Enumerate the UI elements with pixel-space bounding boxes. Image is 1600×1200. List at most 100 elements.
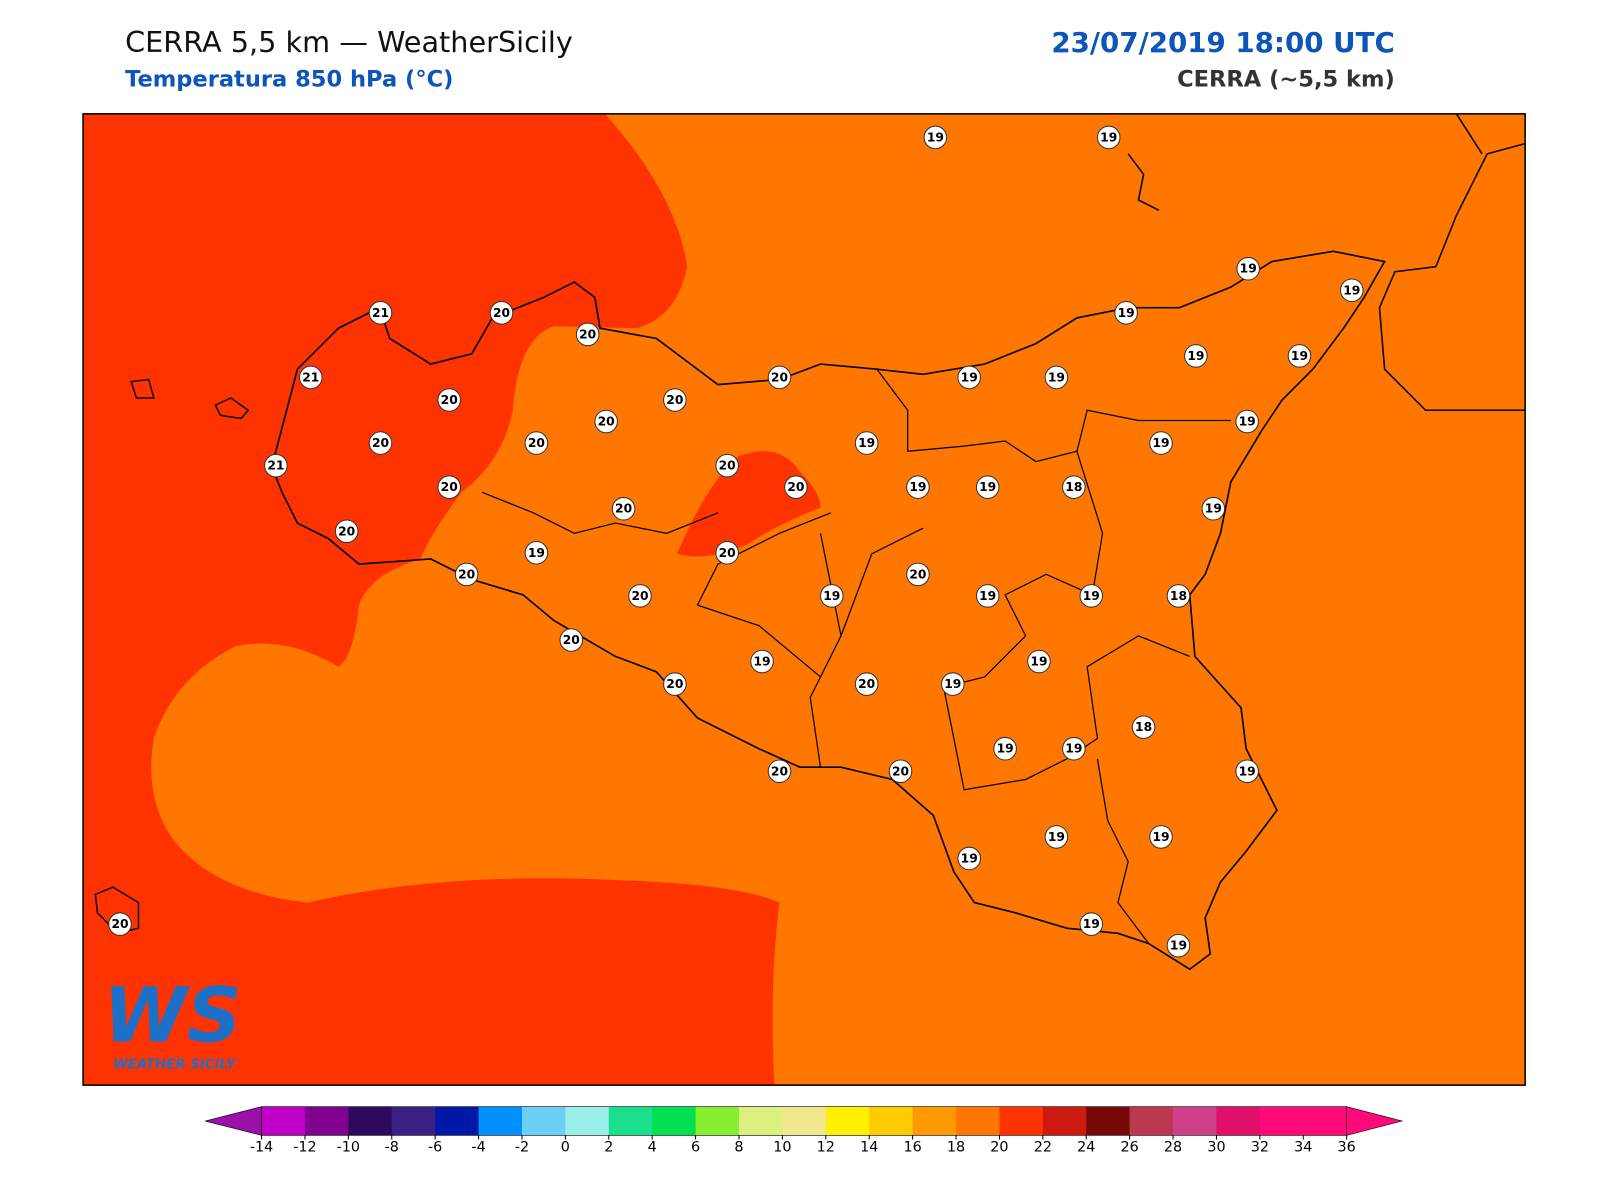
colorbar-frame [261,1106,1347,1136]
station-marker [1044,825,1069,849]
colorbar-bin [391,1106,436,1136]
station-value: 19 [1291,349,1308,363]
colorbar-tick-label: 14 [860,1140,878,1156]
colorbar-bin [435,1106,480,1136]
station-marker [1096,125,1121,150]
model-label: CERRA (~5,5 km) [1177,67,1395,93]
colorbar-bin [1259,1106,1304,1136]
station-marker [663,388,687,412]
colorbar-extend-low [205,1106,262,1136]
colorbar-tick-label: 36 [1338,1140,1356,1156]
station-marker [750,649,774,674]
station-value: 18 [1065,480,1082,494]
station-marker [368,301,393,325]
colorbar-tick-label: -12 [293,1140,316,1156]
colorbar-bin [695,1106,740,1136]
station-value: 19 [1118,306,1135,320]
station-value: 20 [111,917,128,931]
station-marker [1149,825,1173,849]
colorbar-tick-label: 20 [990,1140,1008,1156]
station-value: 20 [666,677,683,691]
colorbar-tick-label: -6 [428,1140,442,1156]
station-marker [906,562,930,587]
colorbar-tick-label: 12 [817,1140,835,1156]
station-marker [663,672,687,696]
colorbar-bin [478,1106,523,1136]
station-marker [1201,496,1226,521]
coastline [1127,113,1483,211]
station-value: 21 [302,370,319,384]
station-value: 19 [997,742,1014,756]
colorbar: -14 -12 -10 -8 -6 -4 -2 0 2 4 6 8 10 12 14 16 18 20 22 24 26… [205,1106,1404,1156]
station-marker [1114,301,1138,325]
station-value: 19 [1100,130,1117,144]
station-marker [975,584,1000,608]
station-marker [489,301,514,325]
station-value: 20 [771,370,788,384]
logo-mark: WS [103,971,241,1059]
station-marker [715,453,739,478]
station-marker [559,628,584,652]
station-value: 19 [1239,764,1256,778]
station-value: 20 [771,764,788,778]
station-marker [1149,431,1173,455]
station-marker [1079,912,1104,936]
colorbar-bin [521,1106,566,1136]
colorbar-bin [652,1106,697,1136]
station-value: 20 [372,436,389,450]
station-marker [819,584,844,608]
station-value: 20 [528,436,545,450]
station-value: 19 [1030,655,1047,669]
colorbar-bin [261,1106,306,1136]
station-marker [1044,365,1069,390]
colorbar-tick-label: 32 [1251,1140,1269,1156]
station-value: 20 [719,546,736,560]
station-value: 19 [1343,283,1360,297]
station-value: 20 [598,415,615,429]
colorbar-bin [782,1106,827,1136]
colorbar-bin [608,1106,653,1136]
colorbar-extend-high [1346,1106,1404,1136]
station-marker [575,322,600,347]
station-marker [437,475,462,499]
colorbar-tick-label: 10 [773,1140,791,1156]
station-marker [854,672,879,696]
colorbar-bin [912,1106,957,1136]
station-marker [1166,584,1191,608]
coastline [1378,142,1526,412]
station-marker [368,431,393,455]
station-value: 19 [753,655,770,669]
station-value: 20 [666,393,683,407]
colorbar-bin [956,1106,1000,1136]
map-frame [82,113,1526,1086]
colorbar-bin [1303,1106,1348,1136]
colorbar-tick-label: -14 [250,1140,273,1156]
map [83,113,1526,1086]
station-value: 21 [372,306,389,320]
station-value: 20 [441,393,458,407]
station-value: 20 [338,524,355,538]
station-value: 19 [858,436,875,450]
station-marker [334,519,359,544]
station-marker [854,431,879,455]
colorbar-tick-label: 0 [561,1140,570,1156]
station-value: 20 [719,459,736,473]
colorbar-bin [1129,1106,1174,1136]
station-marker [715,541,739,565]
colorbar-tick-label: -4 [471,1140,485,1156]
station-value: 19 [979,480,996,494]
colorbar-bin [565,1106,610,1136]
station-value: 20 [441,480,458,494]
title: CERRA 5,5 km — WeatherSicily [125,25,573,59]
colorbar-bin [825,1106,870,1136]
station-marker [108,912,132,936]
station-value: 19 [961,851,978,865]
station-value: 19 [1083,589,1100,603]
logo-text: WEATHER SICILY [113,1058,237,1073]
colorbar-tick-label: 28 [1164,1140,1182,1156]
station-layer: 19 19 19 19 21 20 20 19 21 20 19 19 19 19 20 20 20 19 20 20… [108,125,1364,958]
station-value: 20 [458,567,475,581]
datetime: 23/07/2019 18:00 UTC [1051,26,1394,59]
